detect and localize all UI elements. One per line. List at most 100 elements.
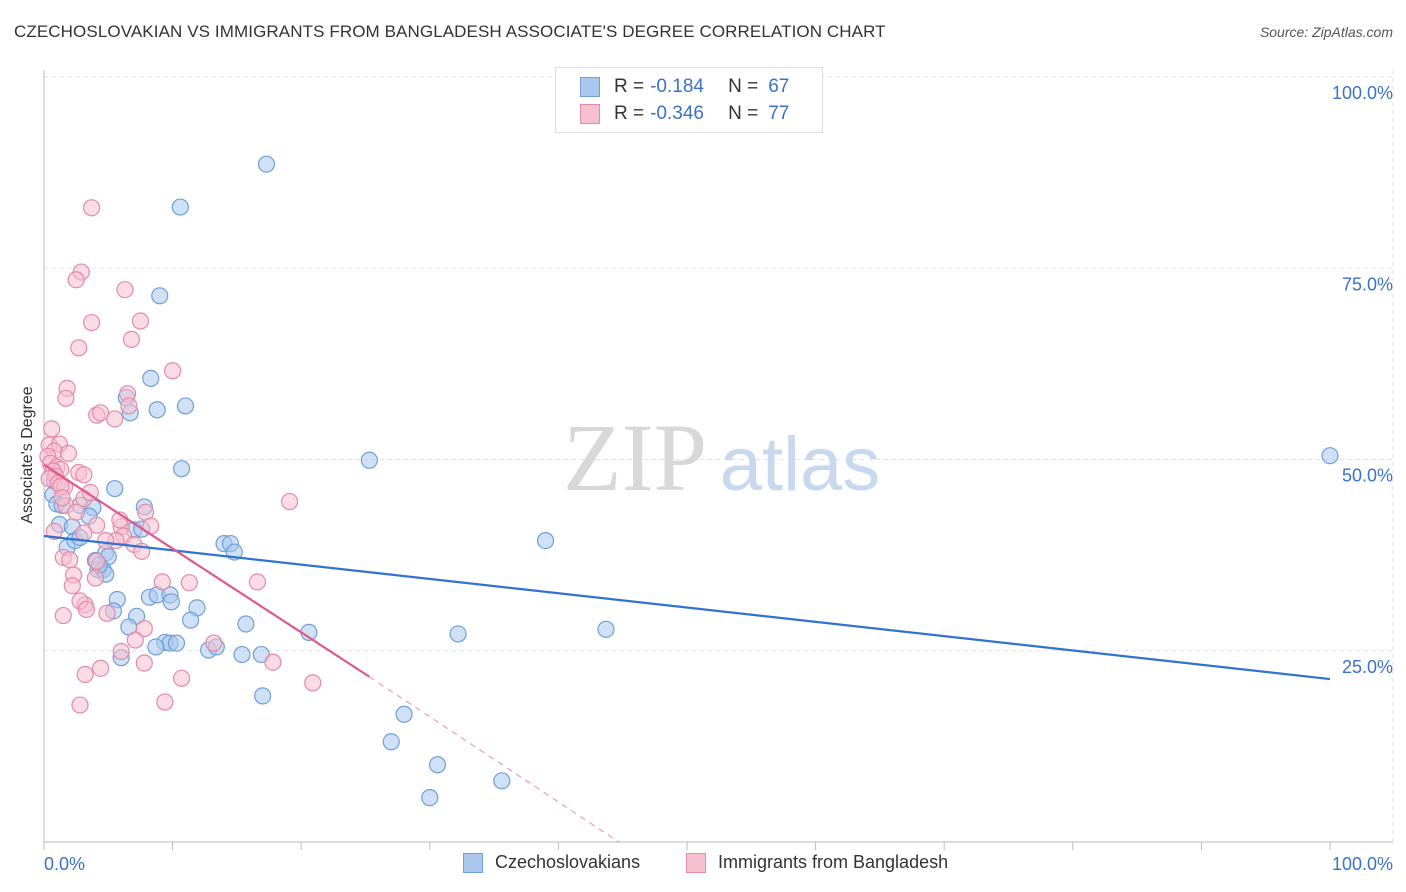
point-bangladesh [120, 397, 138, 415]
legend-swatch-pink [580, 104, 600, 124]
point-bangladesh [75, 466, 93, 484]
watermark-atlas: atlas [720, 422, 881, 507]
point-bangladesh [91, 404, 110, 422]
point-czechoslovakians [237, 615, 255, 633]
point-czechoslovakians [173, 460, 191, 478]
point-bangladesh [63, 577, 81, 595]
point-bangladesh [126, 631, 144, 649]
point-czechoslovakians [395, 705, 413, 723]
point-bangladesh [53, 489, 71, 507]
point-czechoslovakians [493, 772, 511, 790]
trend-line-czechoslovakians [43, 534, 1331, 681]
point-bangladesh [67, 503, 85, 521]
point-bangladesh [71, 696, 89, 714]
point-bangladesh [82, 199, 101, 217]
legend-row-bangladesh: R = -0.346 N = 77 [580, 101, 789, 127]
point-bangladesh [135, 619, 153, 638]
legend-n-value: 77 [768, 103, 790, 124]
point-czechoslovakians [142, 369, 160, 388]
legend-n-label: N = [728, 103, 759, 124]
point-bangladesh [116, 281, 134, 299]
point-bangladesh [131, 312, 150, 330]
point-bangladesh [97, 531, 115, 550]
point-czechoslovakians [254, 687, 272, 705]
legend-n-label: N = [728, 76, 759, 97]
watermark-zip: ZIP [563, 404, 707, 511]
point-bangladesh [106, 410, 124, 428]
point-bangladesh [67, 271, 85, 289]
y-tick-label: 100.0% [1332, 83, 1393, 103]
bottom-legend-bangladesh: Immigrants from Bangladesh [686, 852, 948, 873]
point-czechoslovakians [428, 756, 447, 774]
trend-line-bangladesh [43, 463, 370, 678]
point-bangladesh [173, 669, 191, 687]
bottom-legend-czechoslovakians: Czechoslovakians [463, 852, 640, 873]
point-bangladesh [304, 674, 322, 692]
correlation-legend: R = -0.184 N = 67 R = -0.346 N = 77 [555, 67, 823, 133]
point-bangladesh [153, 573, 171, 591]
point-bangladesh [180, 574, 198, 592]
point-bangladesh [45, 522, 63, 541]
legend-r-value: -0.184 [650, 76, 704, 97]
watermark: ZIP atlas [563, 404, 880, 511]
legend-row-czechoslovakians: R = -0.184 N = 67 [580, 74, 789, 100]
point-czechoslovakians [147, 638, 165, 656]
point-bangladesh [156, 693, 174, 711]
point-bangladesh [122, 330, 141, 348]
gridlines [44, 70, 1394, 842]
x-tick-label: 100.0% [1332, 854, 1393, 874]
bottom-legend-swatch-pink [686, 852, 706, 873]
point-czechoslovakians [162, 593, 180, 611]
chart-title: CZECHOSLOVAKIAN VS IMMIGRANTS FROM BANGL… [14, 22, 886, 41]
legend-r-label: R = [614, 76, 645, 97]
point-czechoslovakians [176, 397, 195, 415]
point-bangladesh [98, 604, 116, 622]
point-bangladesh [70, 339, 88, 357]
point-bangladesh [76, 665, 94, 684]
point-bangladesh [164, 362, 182, 380]
legend-swatch-blue [580, 77, 600, 97]
point-bangladesh [43, 420, 61, 438]
point-czechoslovakians [536, 531, 555, 550]
legend-n-value: 67 [768, 76, 790, 97]
point-bangladesh [281, 492, 299, 511]
point-czechoslovakians [257, 155, 276, 173]
legend-r-label: R = [614, 103, 645, 124]
bottom-legend-swatch-blue [463, 852, 483, 873]
point-czechoslovakians [597, 620, 615, 638]
y-axis-label: Associate's Degree [19, 386, 36, 524]
y-tick-label: 75.0% [1342, 274, 1393, 294]
point-czechoslovakians [171, 198, 189, 216]
point-bangladesh [91, 659, 110, 677]
x-tick-label: 0.0% [44, 854, 85, 874]
point-czechoslovakians [182, 611, 200, 629]
point-czechoslovakians [151, 287, 169, 305]
point-czechoslovakians [360, 451, 378, 469]
trend-lines [43, 463, 1331, 843]
point-bangladesh [264, 653, 282, 671]
point-bangladesh [112, 642, 130, 661]
legend-r-value: -0.346 [650, 103, 704, 124]
x-tick-labels: 0.0% 100.0% [44, 854, 1393, 874]
point-czechoslovakians [1321, 447, 1339, 465]
point-bangladesh [88, 516, 106, 534]
source-label: Source: ZipAtlas.com [1259, 24, 1393, 40]
point-bangladesh [205, 634, 223, 652]
y-tick-labels: 25.0% 50.0% 75.0% 100.0% [1332, 83, 1393, 677]
point-bangladesh [57, 389, 75, 407]
point-bangladesh [248, 573, 267, 591]
point-bangladesh [54, 606, 72, 625]
point-czechoslovakians [167, 634, 186, 652]
point-czechoslovakians [148, 401, 166, 419]
trend-line-bangladesh-extension [369, 676, 620, 843]
point-bangladesh [88, 552, 106, 570]
y-tick-label: 50.0% [1342, 466, 1393, 486]
point-czechoslovakians [106, 479, 124, 498]
point-czechoslovakians [449, 625, 467, 643]
bottom-legend-label: Czechoslovakians [495, 852, 641, 872]
data-points [39, 155, 1339, 807]
point-bangladesh [82, 313, 101, 332]
point-bangladesh [77, 600, 96, 619]
y-tick-label: 25.0% [1342, 657, 1393, 677]
